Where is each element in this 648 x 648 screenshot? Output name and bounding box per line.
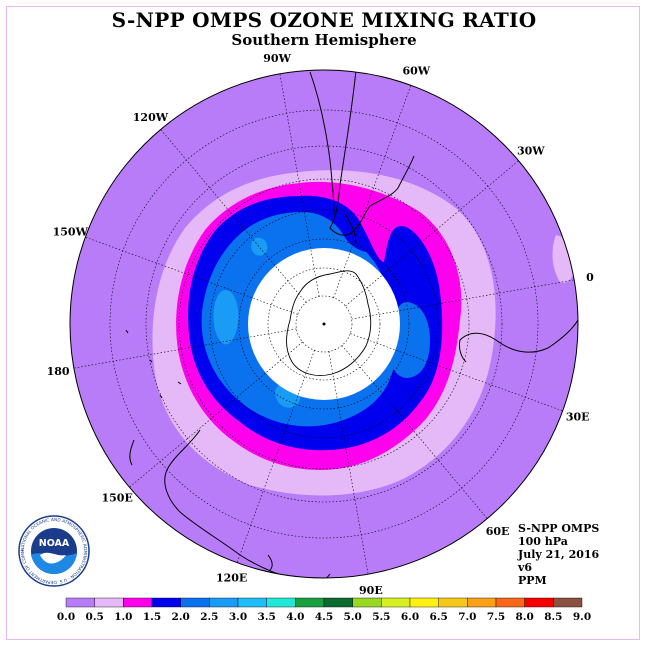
colorbar-label: 5.5 [372,611,390,623]
longitude-label: 90E [359,584,383,597]
meridian-line [351,279,575,320]
info-line: July 21, 2016 [518,548,600,561]
south-america-outline [329,70,415,236]
colorbar-label: 3.5 [258,611,276,623]
meridian-line [350,333,563,412]
noaa-logo-graphic: NATIONAL OCEANIC AND ATMOSPHERIC ADMINIS… [16,511,90,587]
colorbar-label: 7.0 [458,611,476,623]
colorbar-label: 8.0 [516,611,534,623]
longitude-label: 30W [517,144,545,157]
latitude-circles [109,109,539,539]
longitude-label: 180 [47,365,70,378]
africa-outline [459,319,578,363]
meridian-line [73,328,297,369]
lat-circle-70 [267,267,381,381]
colorbar-label: 2.0 [172,611,190,623]
page-title: S-NPP OMPS OZONE MIXING RATIO [111,8,537,32]
colorbar-label: 8.5 [544,611,562,623]
info-line: 100 hPa [518,535,568,548]
colorbar-label: 0.0 [57,611,75,623]
meridian-line [333,85,412,298]
colorbar-swatch [438,597,468,608]
longitude-labels: 0 30E 60E 90E 120E 150E 180 150W 120W 90W 60W 30W [47,52,594,597]
longitude-label: 30E [566,410,590,423]
colorbar-label: 7.5 [487,611,505,623]
colorbar-swatch [323,597,353,608]
lat-circle-80 [295,295,353,353]
colorbar-label: 4.5 [315,611,333,623]
nz-outline [129,439,135,466]
noaa-logo: NATIONAL OCEANIC AND ATMOSPHERIC ADMINIS… [16,511,90,587]
colorbar-label: 3.0 [229,611,247,623]
ozone-level-2-5-b [251,237,268,256]
meridian-line [236,350,315,563]
info-line: PPM [518,574,547,587]
meridian-line [328,351,369,575]
colorbar-swatch [237,597,267,608]
islands [125,329,182,399]
longitude-label: 150E [101,492,132,505]
lat-circle-20 [109,109,539,539]
colorbar-label: 2.5 [200,611,218,623]
globe-outline [69,69,579,579]
meridian-line [345,160,519,307]
plot-frame [6,6,640,640]
meridian-line [279,73,320,297]
colorbar-label: 1.5 [143,611,161,623]
colorbar-swatch [209,597,239,608]
colorbar-swatch [495,597,525,608]
colorbar-swatch [180,597,210,608]
colorbar-swatch [467,597,497,608]
colorbar-label: 5.0 [344,611,362,623]
longitude-label: 60W [403,64,431,77]
colorbar-swatch [65,597,95,608]
longitude-label: 0 [586,271,594,284]
page-subtitle: Southern Hemisphere [231,31,417,49]
meridian-line [85,236,298,315]
colorbar-label: 4.0 [286,611,304,623]
peninsula-outline [344,213,357,245]
colorbar-label: 1.0 [114,611,132,623]
meridian-line [160,129,307,303]
colorbar-swatch [524,597,554,608]
antarctica-outline [286,270,372,376]
longitude-label: 120W [133,111,169,124]
longitude-label: 120E [216,572,247,585]
meridian-line [341,345,488,519]
tasmania-outline [267,554,273,571]
colorbar-label: 6.5 [430,611,448,623]
longitude-label: 90W [263,52,291,65]
colorbar-swatch [381,597,411,608]
colorbar-swatch [409,597,439,608]
colorbar: 0.0 0.5 1.0 1.5 2.0 2.5 3.0 3.5 4.0 4.5 5.0 5.5 6.0 6… [57,597,591,623]
colorbar-swatch [266,597,296,608]
longitude-label: 60E [486,525,510,538]
colorbar-swatch [123,597,153,608]
colorbar-swatch [151,597,181,608]
colorbar-swatch [352,597,382,608]
south-america-inner [309,71,335,216]
lat-circle-30 [145,145,503,503]
land-outlines [125,70,578,578]
info-line: S-NPP OMPS [518,522,600,535]
colorbar-label: 9.0 [573,611,591,623]
info-box: S-NPP OMPS 100 hPa July 21, 2016 v6 PPM [518,522,599,587]
australia-outline [164,429,331,578]
meridian-line [129,341,303,488]
ozone-level-2-5 [213,290,239,345]
lat-circle-40 [178,178,470,470]
noaa-logo-text: NOAA [39,538,70,549]
colorbar-swatch [295,597,325,608]
pole-dot [322,322,326,326]
info-line: v6 [518,561,533,574]
colorbar-label: 6.0 [401,611,419,623]
colorbar-swatch [94,597,124,608]
meridian-lines [73,73,575,575]
longitude-label: 150W [53,226,89,239]
colorbar-label: 0.5 [86,611,104,623]
lat-circle-60 [238,238,410,410]
colorbar-swatch [553,597,583,608]
lat-circle-50 [209,209,439,439]
